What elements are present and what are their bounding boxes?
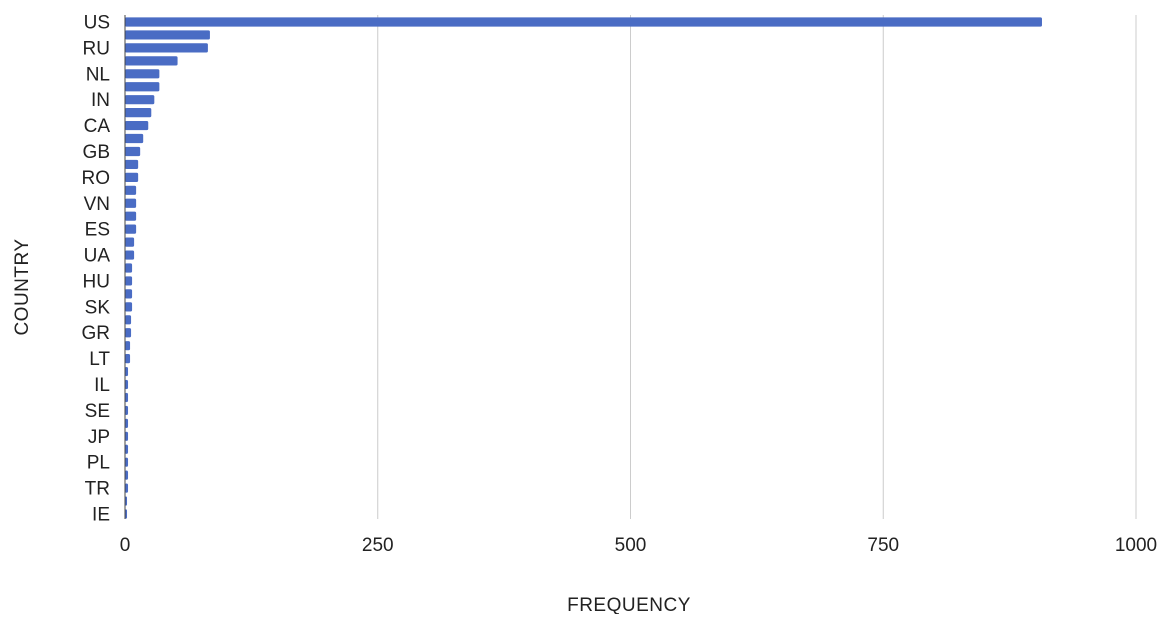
y-axis-ticks: US RU NL IN CA GB RO VN ES UA HU SK GR LT IL SE JP PL TR IE xyxy=(82,13,111,526)
y-tick-label: RU xyxy=(83,38,110,59)
y-tick-label: NL xyxy=(86,64,110,85)
y-tick-label: GB xyxy=(83,142,110,163)
bar xyxy=(125,237,135,247)
y-tick-label: GR xyxy=(82,323,111,344)
bar xyxy=(125,366,129,377)
bar xyxy=(125,444,129,454)
bar xyxy=(125,198,137,208)
bar xyxy=(125,315,132,325)
bar xyxy=(125,483,129,493)
bars xyxy=(125,17,1042,519)
bar xyxy=(125,263,133,273)
y-tick-label: JP xyxy=(88,427,110,448)
y-tick-label: US xyxy=(84,13,110,34)
bar xyxy=(125,341,131,351)
bar xyxy=(125,185,137,195)
bar xyxy=(125,30,210,40)
bar xyxy=(125,43,208,53)
bar xyxy=(125,509,128,519)
bar xyxy=(125,17,1042,27)
y-tick-label: LT xyxy=(89,349,110,370)
bar xyxy=(125,496,128,506)
y-tick-label: VN xyxy=(84,194,110,215)
bar xyxy=(125,405,129,416)
bar xyxy=(125,276,133,286)
bar xyxy=(125,354,131,364)
y-tick-label: RO xyxy=(82,168,111,189)
bar xyxy=(125,302,133,312)
bar xyxy=(125,470,129,480)
x-tick-label: 500 xyxy=(615,535,647,556)
bar xyxy=(125,172,139,182)
bar xyxy=(125,211,137,221)
y-axis-title: COUNTRY xyxy=(12,238,33,335)
y-tick-label: IE xyxy=(92,505,110,526)
bar xyxy=(125,379,129,390)
y-tick-label: SE xyxy=(85,401,110,422)
bar xyxy=(125,328,132,338)
bar xyxy=(125,133,144,144)
bar xyxy=(125,56,178,66)
y-tick-label: PL xyxy=(87,453,110,474)
y-tick-label: SK xyxy=(85,297,111,318)
bar xyxy=(125,250,135,260)
bar xyxy=(125,457,129,467)
y-tick-label: ES xyxy=(85,220,110,241)
x-axis-ticks: 0 250 500 750 1000 xyxy=(120,535,1157,556)
x-tick-label: 1000 xyxy=(1115,535,1157,556)
y-tick-label: UA xyxy=(84,246,111,267)
y-tick-label: TR xyxy=(85,479,110,500)
bar xyxy=(125,431,129,441)
x-tick-label: 250 xyxy=(362,535,394,556)
bar xyxy=(125,392,129,403)
bar xyxy=(125,418,129,428)
bar xyxy=(125,120,149,131)
bar xyxy=(125,289,133,299)
x-tick-label: 0 xyxy=(120,535,131,556)
y-tick-label: HU xyxy=(83,271,110,292)
bar xyxy=(125,159,139,170)
y-tick-label: IN xyxy=(91,90,110,111)
bar xyxy=(125,82,160,92)
bar xyxy=(125,95,155,105)
bar xyxy=(125,69,160,79)
grid-lines xyxy=(377,15,1137,519)
y-tick-label: CA xyxy=(84,116,111,137)
y-tick-label: IL xyxy=(94,375,110,396)
x-axis-title: FREQUENCY xyxy=(567,595,691,614)
bar xyxy=(125,108,152,118)
bar xyxy=(125,224,137,234)
x-tick-label: 750 xyxy=(867,535,899,556)
bar xyxy=(125,146,141,157)
